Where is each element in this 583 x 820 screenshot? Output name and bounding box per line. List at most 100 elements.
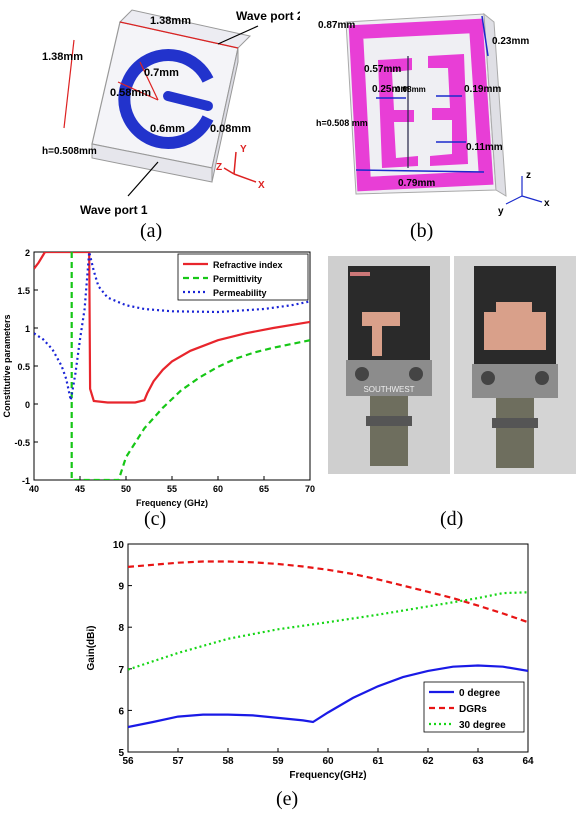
- sma-connector-1: [370, 396, 408, 466]
- y-tick-label: 7: [118, 665, 124, 676]
- x-tick-label: 45: [75, 484, 85, 494]
- legend-label: DGRs: [459, 704, 487, 715]
- r-inner-line: [117, 81, 159, 101]
- a-axis-x: X: [258, 180, 265, 191]
- a-slot: 0.08mm: [210, 123, 251, 135]
- b-dim-079-line: [355, 169, 485, 173]
- r-outer-line: [139, 61, 159, 101]
- screw-left-2: [481, 371, 495, 385]
- panel-a: 1.38mm 1.38mm 0.7mm 0.58mm 0.6mm 0.08mm …: [40, 0, 304, 225]
- dgr-unit-cell-diagram: 0.87mm 0.23mm 0.57mm 0.25mm 0.08mm 0.19m…: [316, 12, 550, 217]
- series-line-2: [34, 252, 310, 401]
- y-tick-label: 0.5: [17, 362, 30, 372]
- screw-left-1: [355, 367, 369, 381]
- x-tick-label: 40: [29, 484, 39, 494]
- x-tick-label: 61: [372, 756, 384, 767]
- series-line-1: [128, 560, 528, 624]
- legend-label: Permeability: [213, 288, 267, 298]
- feed-line-1: [350, 272, 370, 276]
- y-tick-label: 9: [118, 582, 124, 593]
- dim-left-line: [63, 39, 75, 129]
- x-tick-label: 57: [172, 756, 184, 767]
- a-port1: Wave port 1: [80, 203, 148, 217]
- b-axis-y-line: [505, 195, 523, 205]
- caption-a: (a): [140, 220, 163, 242]
- y-axis-label: Constitutive parameters: [2, 314, 12, 417]
- x-tick-label: 62: [422, 756, 434, 767]
- patch-top-2: [496, 302, 532, 316]
- photo-fabricated-front: SOUTHWEST: [328, 256, 450, 474]
- legend-label: 0 degree: [459, 688, 501, 699]
- legend-label: Refractive index: [213, 260, 283, 270]
- b-dim-top: 0.87mm: [318, 20, 355, 31]
- ring-resonator-diagram: 1.38mm 1.38mm 0.7mm 0.58mm 0.6mm 0.08mm …: [42, 9, 304, 217]
- gain-chart: 56 57 58 59 60 61 62 63 645678910Frequency(GHz)G…: [86, 540, 534, 781]
- y-tick-label: 0: [25, 400, 30, 410]
- axis-y-line: [233, 151, 237, 175]
- label-southwest: SOUTHWEST: [363, 385, 414, 394]
- y-tick-label: -0.5: [14, 438, 30, 448]
- y-tick-label: 1.5: [17, 286, 30, 296]
- series-line-0: [128, 664, 528, 729]
- x-tick-label: 50: [121, 484, 131, 494]
- ring-stub: [163, 91, 213, 111]
- substrate-side: [211, 47, 239, 183]
- patch-2: [484, 312, 546, 350]
- x-tick-label: 70: [305, 484, 315, 494]
- a-axis-y: Y: [240, 144, 247, 155]
- b-axis-x: x: [544, 198, 550, 209]
- x-tick-label: 60: [213, 484, 223, 494]
- series-line-2: [128, 591, 528, 671]
- series-line-1: [70, 252, 310, 480]
- a-dim-top: 1.38mm: [150, 15, 191, 27]
- b-dim-011: 0.11mm: [466, 142, 503, 153]
- b-dim-025: 0.25mm: [372, 84, 409, 95]
- y-tick-label: 1: [25, 324, 30, 334]
- b-dim-008: 0.08mm: [396, 85, 426, 94]
- panel-c: 40 45 50 55 60 65 70 -1 -0.5 0 0.5 1 1.5 2 Frequency (…: [0, 244, 320, 514]
- x-tick-label: 65: [259, 484, 269, 494]
- legend-label: 30 degree: [459, 720, 506, 731]
- sma-connector-2: [496, 398, 534, 468]
- y-tick-label: 8: [118, 623, 124, 634]
- a-r-outer: 0.7mm: [144, 67, 179, 79]
- constitutive-parameters-chart: 40 45 50 55 60 65 70 -1 -0.5 0 0.5 1 1.5 2 Frequency (…: [2, 248, 315, 508]
- microstrip-1: [372, 316, 382, 356]
- screw-right-2: [535, 371, 549, 385]
- panel-e: 56 57 58 59 60 61 62 63 64 5 6 7 8 9 10 Frequency(GHz) G…: [80, 536, 540, 786]
- patch-1: [362, 312, 400, 326]
- y-tick-label: -1: [22, 476, 30, 486]
- b-substrate-side: [483, 12, 507, 197]
- x-tick-label: 60: [322, 756, 334, 767]
- caption-e: (e): [276, 788, 299, 810]
- screw-right-1: [409, 367, 423, 381]
- panel-b: 0.87mm 0.23mm 0.57mm 0.25mm 0.08mm 0.19m…: [316, 0, 578, 225]
- x-tick-label: 59: [272, 756, 284, 767]
- x-tick-label: 64: [522, 756, 534, 767]
- a-dim-left: 1.38mm: [42, 51, 83, 63]
- b-axis-y: y: [498, 206, 504, 217]
- caption-d: (d): [440, 508, 464, 530]
- sma-nut-1: [366, 416, 412, 426]
- b-dim-079: 0.79mm: [398, 178, 435, 189]
- b-dim-019: 0.19mm: [464, 84, 501, 95]
- caption-c: (c): [144, 508, 167, 530]
- legend-label: Permittivity: [213, 274, 262, 284]
- right-meander: [428, 54, 468, 166]
- series-line-0: [34, 252, 310, 404]
- a-gap: 0.6mm: [150, 123, 185, 135]
- port1-arrow: [127, 161, 159, 197]
- left-meander: [378, 58, 418, 168]
- a-port2: Wave port 2: [236, 9, 300, 23]
- sma-nut-2: [492, 418, 538, 428]
- b-axis-z: z: [526, 170, 531, 181]
- split-ring: [118, 49, 214, 149]
- y-axis-label: Gain(dBi): [86, 626, 97, 671]
- caption-b: (b): [410, 220, 434, 242]
- axis-z-line: [223, 167, 235, 175]
- b-dim-right: 0.23mm: [492, 36, 529, 47]
- x-tick-label: 56: [122, 756, 134, 767]
- a-height: h=0.508mm: [42, 146, 97, 157]
- y-tick-label: 6: [118, 706, 124, 717]
- x-axis-label: Frequency(GHz): [289, 770, 366, 781]
